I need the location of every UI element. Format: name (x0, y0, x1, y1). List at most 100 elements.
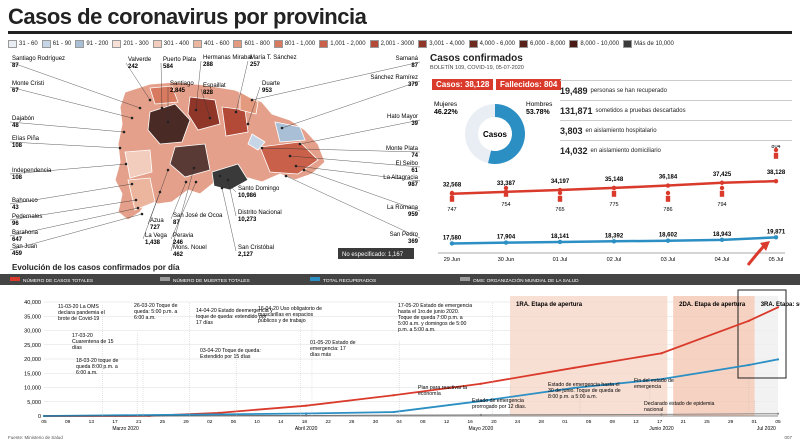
x-tick-label: 10 (254, 419, 260, 425)
leader-line (247, 86, 261, 125)
casos-value-label: 34,197 (551, 179, 570, 185)
leader-dot (166, 168, 170, 172)
phase-band (673, 296, 755, 416)
leader-dot (246, 122, 250, 126)
province-value: 10,986 (238, 193, 257, 199)
evolution-legend-label: TOTAL RECUPERADOS (323, 278, 376, 284)
legend-label: 801 - 1,000 (284, 41, 316, 47)
legend-swatch (519, 40, 529, 48)
leader-dot (194, 108, 198, 112)
legend-label: 1,001 - 2,000 (330, 41, 366, 47)
province-value: 246 (173, 240, 184, 246)
legend-label: Más de 10,000 (634, 41, 674, 47)
annotation-text: 14-04-20 Estado deemergencia y toque de q… (196, 308, 273, 326)
legend-item: 4,000 - 6,000 (468, 40, 515, 48)
phase-label: 3RA. Etapa: suspendida (761, 302, 800, 308)
legend-label: 91 - 200 (86, 41, 109, 47)
province-label: Puerto Plata 584 (163, 57, 197, 70)
recuperados-value-label: 18,943 (713, 232, 732, 238)
x-tick-label: 01 (752, 419, 758, 425)
recuperados-point (503, 240, 509, 245)
evolution-point (479, 382, 483, 385)
recuperados-point (449, 241, 455, 246)
province-label: Santiago 2,845 (170, 81, 194, 94)
month-label: Mayo 2020 (469, 426, 494, 432)
leader-line (170, 181, 197, 240)
province-label: Hato Mayor 39 (387, 114, 419, 127)
province-label: Bahoruco 43 (12, 198, 38, 211)
leader-dot (148, 98, 152, 102)
legend-swatch (75, 40, 85, 48)
pointer-arrowhead (760, 241, 770, 251)
x-tick-label: 22 (325, 419, 331, 425)
legend-item: Más de 10,000 (623, 40, 674, 48)
y-tick-label: 25,000 (24, 343, 41, 349)
leader-dot (280, 126, 284, 130)
month-label: Jul 2020 (757, 426, 776, 432)
x-tick-label: 02 (207, 419, 213, 425)
recuperados-point (665, 238, 671, 243)
evolution-point (747, 363, 750, 367)
stat-recuperados: 19,489 personas se han recuperado (560, 80, 792, 100)
casos-value-label: 33,387 (497, 181, 516, 187)
legend-item: 1,001 - 2,000 (319, 40, 366, 48)
leader-dot (208, 116, 212, 120)
stat-number: 3,803 (560, 125, 583, 136)
stat-descartados: 131,871 sometidos a pruebas descartados (560, 100, 792, 120)
leader-dot (118, 146, 122, 150)
evolution-point (776, 412, 780, 415)
evolution-point (392, 394, 395, 397)
leader-dot (226, 178, 230, 182)
leader-dot (140, 212, 144, 216)
casos-value-label: 37,425 (713, 172, 732, 178)
recuperados-value-label: 19,871 (767, 229, 786, 235)
casos-point (773, 178, 779, 184)
evolution-chart: NÚMERO DE CASOS TOTALES NÚMERO DE MUERTES… (0, 274, 800, 432)
province-label: San José de Ocoa 87 (173, 213, 223, 226)
evolution-legend-swatch (10, 277, 20, 281)
province-value: 10,273 (238, 217, 257, 223)
x-tick-label: 30 (373, 419, 379, 425)
recuperados-point (719, 237, 725, 243)
stat-number: 19,489 (560, 85, 588, 96)
annotation-text: Plan para reactivar la economía (418, 385, 467, 397)
leader-line (289, 155, 421, 168)
phase-band (754, 296, 778, 416)
x-tick-label: 05 (41, 419, 47, 425)
leader-line (142, 169, 169, 240)
province-value: 2,127 (238, 252, 254, 258)
legend-swatch (273, 40, 283, 48)
fallecidos-value-label: 794 (717, 202, 726, 208)
leader-line (9, 61, 141, 109)
week-tick-label: 04 Jul (715, 257, 730, 263)
x-tick-label: 17 (657, 419, 663, 425)
fallecidos-value-label: 754 (501, 202, 510, 208)
leader-line (281, 80, 421, 129)
evolution-point (776, 358, 780, 361)
province-name: Santo Domingo (238, 186, 280, 192)
recuperados-point (773, 235, 779, 240)
leader-line (9, 183, 133, 205)
evolution-point (479, 399, 483, 403)
leader-dot (130, 116, 134, 120)
province-value: 87 (173, 220, 180, 226)
stat-text: personas se han recuperado (590, 87, 667, 94)
province-label: Dajabón 48 (12, 116, 34, 129)
x-tick-label: 08 (420, 419, 426, 425)
leader-dot (250, 98, 254, 102)
province-value: 43 (12, 205, 19, 211)
evolution-series-line (43, 358, 779, 417)
province-value: 242 (128, 64, 139, 70)
y-tick-label: 0 (38, 414, 41, 420)
annotation-text: 16-04-20 Uso obligatorio de mascarillas e… (258, 306, 322, 324)
week-tick-label: 02 Jul (607, 257, 622, 263)
x-tick-label: 28 (539, 419, 545, 425)
province-value: 39 (411, 121, 418, 127)
annotation-text: 18-03-20 toque de queda 8:00 p.m. a 6:00 a… (76, 358, 119, 376)
province-name: Azua (150, 218, 164, 224)
province-name: Valverde (128, 57, 152, 63)
x-tick-label: 26 (349, 419, 355, 425)
evolution-point (776, 306, 780, 309)
legend-label: 8,000 - 10,000 (580, 41, 620, 47)
legend-swatch (8, 40, 17, 48)
